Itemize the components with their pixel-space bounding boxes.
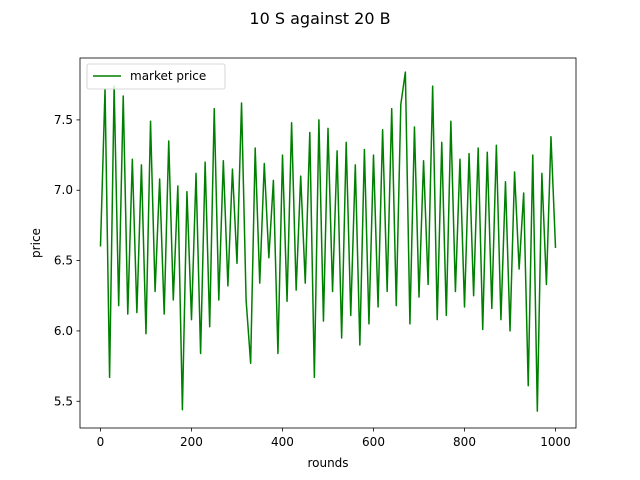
- y-axis-label: price: [29, 228, 43, 258]
- y-tick-label: 7.5: [54, 113, 73, 127]
- plot-frame: [79, 57, 577, 429]
- legend-box: [86, 63, 226, 90]
- x-tick-label: 200: [180, 435, 203, 449]
- x-axis-ticks: 0 200 400 600 800 1000: [97, 428, 571, 449]
- chart-title: 10 S against 20 B: [249, 9, 390, 28]
- y-tick-label: 6.0: [54, 324, 73, 338]
- x-tick-label: 800: [453, 435, 476, 449]
- x-tick-label: 0: [97, 435, 105, 449]
- x-axis-label: rounds: [307, 456, 348, 470]
- y-tick-label: 6.5: [54, 254, 73, 268]
- y-axis-ticks: 5.5 6.0 6.5 7.0 7.5: [54, 113, 80, 408]
- y-tick-label: 7.0: [54, 183, 73, 197]
- series-layer: [99, 71, 557, 412]
- y-tick-label: 5.5: [54, 394, 73, 408]
- legend-label-market-price: market price: [130, 69, 206, 83]
- series-line-market-price: [99, 71, 557, 412]
- x-tick-label: 1000: [540, 435, 571, 449]
- legend: market price: [86, 63, 226, 90]
- x-tick-label: 600: [362, 435, 385, 449]
- x-tick-label: 400: [271, 435, 294, 449]
